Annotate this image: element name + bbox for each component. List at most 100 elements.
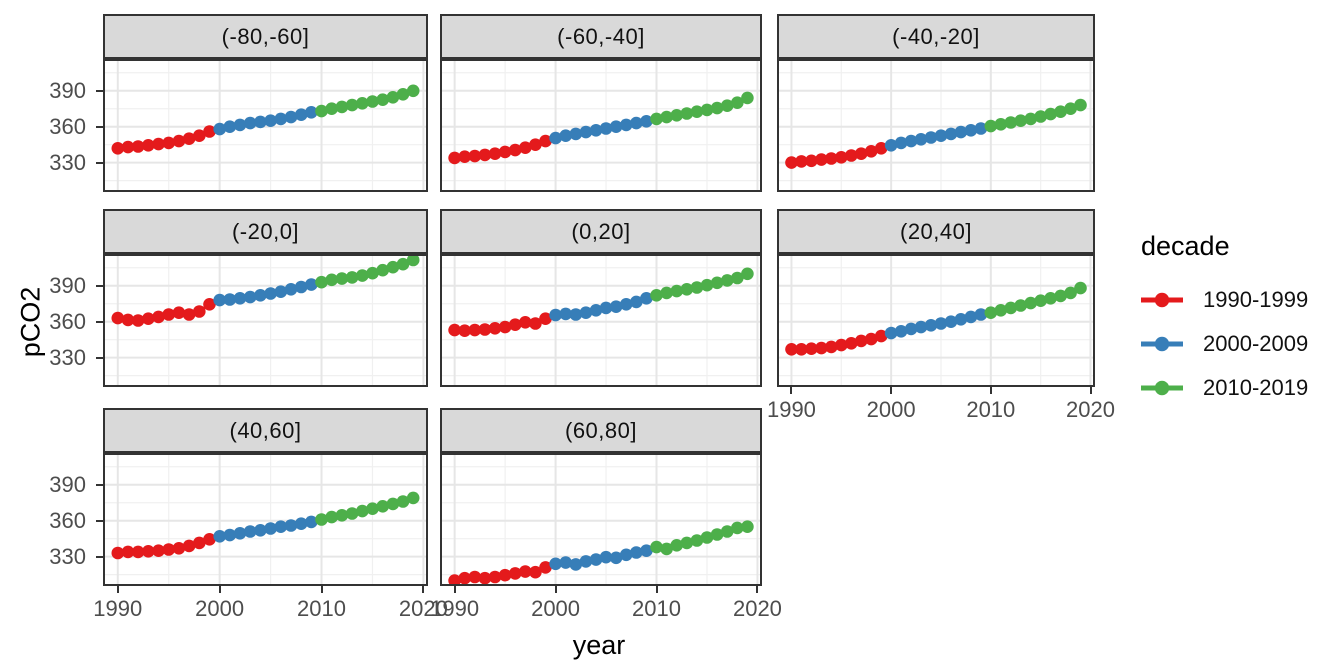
data-point xyxy=(508,318,522,331)
data-point xyxy=(519,565,532,578)
data-point xyxy=(720,99,734,112)
data-point xyxy=(233,292,247,305)
data-point xyxy=(599,550,613,564)
x-tick-label: 1990 xyxy=(93,596,143,621)
y-tick-label: 360 xyxy=(49,507,86,533)
data-point xyxy=(213,293,226,307)
data-point xyxy=(650,112,663,126)
data-point xyxy=(111,311,125,325)
x-tick-label: 2000 xyxy=(195,596,245,621)
y-tick-mark xyxy=(96,519,103,522)
data-point xyxy=(264,114,277,127)
data-point xyxy=(468,149,482,163)
data-point xyxy=(720,525,734,538)
legend-item-2000s: 2000-2009 xyxy=(1141,330,1308,358)
data-point xyxy=(376,263,390,277)
data-point xyxy=(193,129,206,142)
data-point xyxy=(274,112,288,126)
data-point xyxy=(599,301,613,315)
data-point xyxy=(121,313,135,327)
data-point xyxy=(345,271,359,284)
data-point xyxy=(254,289,267,302)
data-point xyxy=(406,254,420,267)
data-point xyxy=(934,317,948,330)
data-point xyxy=(559,556,572,569)
data-point xyxy=(172,542,186,555)
data-point xyxy=(710,528,724,541)
data-point xyxy=(396,257,410,271)
data-point xyxy=(396,88,410,101)
data-point xyxy=(529,138,542,151)
data-point xyxy=(1004,116,1018,129)
x-tick-label: 2010 xyxy=(966,397,1016,422)
data-point xyxy=(386,260,400,274)
x-tick-mark xyxy=(1089,387,1092,394)
y-axis-title: pCO2 xyxy=(15,286,46,358)
data-point xyxy=(1044,107,1057,121)
facet-plot xyxy=(103,59,428,192)
x-tick-mark xyxy=(422,586,425,593)
data-point xyxy=(519,141,532,154)
data-point xyxy=(284,519,298,532)
facet-panel xyxy=(777,59,1095,192)
data-point xyxy=(630,546,643,559)
y-tick-label: 330 xyxy=(49,149,86,175)
facet-plot xyxy=(440,453,762,586)
x-tick-mark xyxy=(989,387,992,394)
data-point xyxy=(640,544,653,557)
data-point xyxy=(529,317,542,330)
data-point xyxy=(815,341,828,355)
data-point xyxy=(498,568,512,582)
data-point xyxy=(954,125,968,139)
data-point xyxy=(974,122,988,135)
data-point xyxy=(785,343,798,356)
data-point xyxy=(619,118,633,132)
data-point xyxy=(305,106,318,119)
x-axis-title: year xyxy=(572,630,626,660)
data-point xyxy=(741,520,754,533)
data-point xyxy=(660,542,673,556)
data-point xyxy=(589,124,603,137)
data-point xyxy=(498,320,512,334)
data-point xyxy=(478,148,492,162)
data-point xyxy=(741,267,754,281)
facet-panel xyxy=(440,453,762,586)
data-point xyxy=(974,308,988,321)
data-point xyxy=(478,571,492,585)
data-point xyxy=(954,313,968,326)
data-point xyxy=(569,127,583,141)
data-point xyxy=(984,306,998,319)
data-point xyxy=(1014,114,1027,127)
data-point xyxy=(182,132,196,145)
y-tick-label: 390 xyxy=(49,272,86,298)
data-point xyxy=(213,122,226,136)
x-tick-mark xyxy=(218,586,221,593)
facet-plot xyxy=(103,254,428,387)
data-point xyxy=(111,546,125,560)
data-point xyxy=(884,139,898,152)
data-point xyxy=(994,118,1008,131)
data-point xyxy=(162,136,175,150)
legend-title: decade xyxy=(1141,231,1230,261)
data-point xyxy=(1074,281,1087,295)
x-tick-label: 2010 xyxy=(297,596,346,621)
data-point xyxy=(406,491,420,505)
data-point xyxy=(609,551,623,565)
data-point xyxy=(670,109,683,122)
y-tick-mark xyxy=(96,483,103,486)
facet-panel xyxy=(103,453,428,586)
data-point xyxy=(630,116,643,130)
data-point xyxy=(356,504,369,518)
data-point xyxy=(243,290,257,304)
facet-strip: (-20,0] xyxy=(103,209,428,254)
data-point xyxy=(121,140,135,154)
x-tick-mark xyxy=(756,586,759,593)
data-point xyxy=(366,502,379,515)
y-tick-mark xyxy=(96,320,103,323)
data-point xyxy=(994,304,1008,317)
legend-key-icon xyxy=(1141,380,1183,396)
data-point xyxy=(609,120,623,133)
data-point xyxy=(1054,289,1067,303)
data-point xyxy=(448,323,461,337)
legend-key-icon xyxy=(1141,336,1183,352)
